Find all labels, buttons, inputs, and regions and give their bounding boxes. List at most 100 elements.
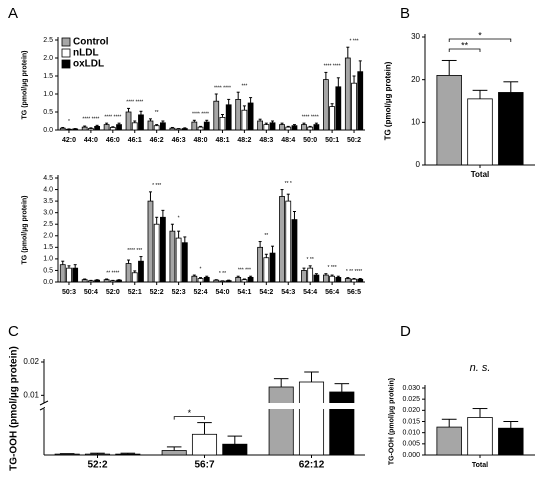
- bar: [291, 219, 298, 283]
- bar: [467, 417, 493, 456]
- bar: [160, 122, 166, 131]
- y-tick-label: 20: [411, 75, 420, 84]
- bar: [81, 126, 88, 131]
- bar: [54, 453, 80, 456]
- bar: [72, 128, 79, 131]
- legend-swatch: [61, 59, 71, 69]
- bar: [131, 122, 138, 131]
- bar: [219, 117, 226, 131]
- bar: [94, 279, 100, 283]
- bar: [313, 274, 320, 283]
- y-tick-label: 1.0: [43, 256, 53, 263]
- x-tick-label: 50:4: [84, 289, 98, 296]
- bar: [344, 278, 351, 283]
- significance-label: **** ***: [127, 248, 142, 254]
- bar: [72, 267, 79, 283]
- y-tick-label: 0.015: [402, 418, 420, 425]
- bar: [285, 126, 292, 131]
- x-tick-label: 54:1: [237, 289, 251, 296]
- bar: [313, 124, 320, 131]
- y-tick-label: 1.5: [43, 73, 53, 80]
- bar: [235, 276, 242, 283]
- x-tick-label: 46:3: [172, 137, 186, 144]
- significance-label: **: [264, 233, 268, 239]
- significance-label: * **: [219, 271, 226, 277]
- bar: [301, 124, 307, 131]
- x-tick-label: 46:2: [150, 137, 164, 144]
- bar: [241, 109, 248, 131]
- y-tick-label: 1.5: [43, 244, 53, 251]
- significance-label: ***: [241, 84, 247, 90]
- bar: [268, 386, 294, 456]
- y-axis-label: TG (pmol/µg protein): [22, 51, 29, 120]
- y-tick-label: 10: [411, 117, 420, 126]
- y-tick-label: 3.0: [43, 210, 53, 217]
- x-tick-label: 54:0: [215, 289, 229, 296]
- y-tick-label: 0: [416, 160, 421, 169]
- bar: [498, 92, 524, 166]
- significance-label: **** ****: [192, 112, 209, 118]
- bar: [436, 426, 462, 456]
- y-tick-label: 0.5: [43, 109, 53, 116]
- bar: [279, 196, 285, 283]
- y-tick-label: 0.0: [43, 279, 53, 286]
- bar: [301, 270, 307, 283]
- x-tick-label: 46:1: [128, 137, 142, 144]
- significance-label: **** ****: [104, 114, 121, 120]
- x-tick-label: 52:1: [128, 289, 142, 296]
- bar: [84, 453, 111, 456]
- bar: [269, 252, 276, 283]
- bar: [103, 279, 110, 283]
- x-tick-label: 52:4: [194, 289, 208, 296]
- x-tick-label: 48:3: [259, 137, 273, 144]
- significance-label: *** ***: [238, 268, 251, 274]
- y-tick-label: 2.5: [43, 37, 53, 44]
- significance-label: * ***: [152, 183, 161, 189]
- bar: [467, 98, 493, 166]
- bar: [147, 200, 154, 283]
- bar: [109, 127, 116, 131]
- significance-bracket: [448, 38, 512, 42]
- x-tick-label: Total: [471, 170, 490, 179]
- x-tick-label: 48:0: [194, 137, 208, 144]
- y-tick-label: 0.010: [402, 430, 420, 437]
- x-tick-label: 50:3: [62, 289, 76, 296]
- bar: [344, 57, 351, 131]
- bar: [203, 121, 210, 131]
- bar: [59, 127, 66, 131]
- bar: [279, 124, 285, 131]
- bar: [191, 121, 198, 131]
- bar: [169, 230, 176, 283]
- x-tick-label: 48:1: [215, 137, 229, 144]
- y-axis-label: TG (pmol/µg protein): [22, 196, 29, 265]
- bar: [138, 260, 144, 283]
- axis-break-mark: [39, 400, 49, 406]
- bar: [160, 216, 166, 283]
- significance-label: * ** ****: [346, 269, 362, 275]
- significance-label: *: [68, 119, 70, 125]
- x-tick-label: 52:2: [150, 289, 164, 296]
- bar: [116, 279, 122, 283]
- bar: [323, 79, 329, 131]
- y-tick-label: 0.030: [402, 385, 420, 392]
- bar: [191, 275, 198, 283]
- bar: [351, 278, 357, 283]
- significance-label: **** ****: [82, 117, 99, 123]
- bar: [131, 272, 138, 283]
- significance-label: *: [478, 30, 482, 40]
- break-gap: [45, 403, 366, 409]
- bar: [66, 267, 72, 283]
- bar: [175, 128, 182, 131]
- bar: [109, 280, 116, 283]
- significance-label: *: [178, 216, 180, 222]
- significance-label: ** *: [285, 181, 292, 187]
- x-tick-label: 50:1: [325, 137, 339, 144]
- y-tick-label: 2.5: [43, 221, 53, 228]
- bar: [307, 126, 314, 131]
- x-tick-label: 46:0: [106, 137, 120, 144]
- bar: [247, 276, 254, 283]
- bar: [213, 279, 220, 283]
- bar: [197, 278, 204, 283]
- bar: [181, 128, 188, 131]
